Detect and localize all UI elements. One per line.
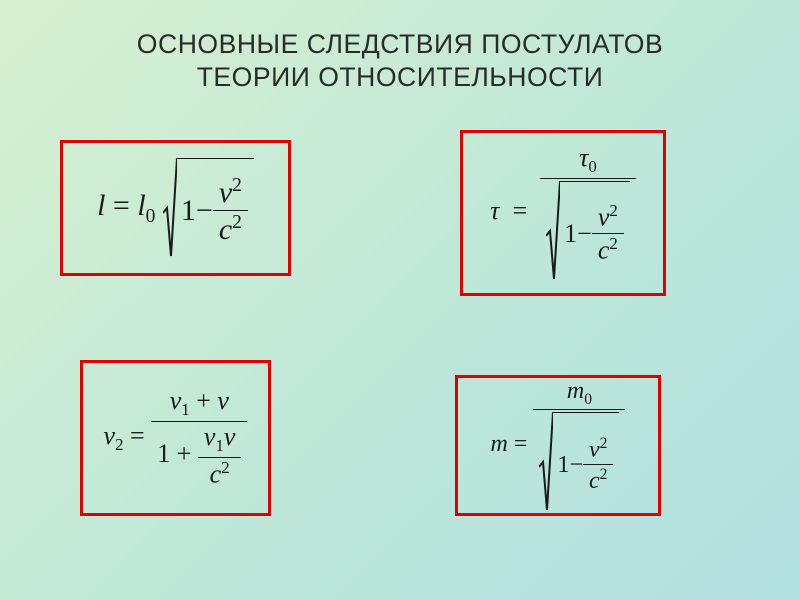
minus: − (196, 196, 213, 226)
radical-icon (539, 412, 553, 512)
denominator-vel: 1 + v1v c2 (151, 422, 247, 488)
radicand-mass: 1 − v2 c2 (553, 412, 619, 512)
frac-v2c2: v2 c2 (583, 436, 613, 493)
frac-v2c2: v2 c2 (213, 176, 248, 245)
one: 1 (181, 196, 196, 226)
var-l: l (97, 189, 105, 222)
radical-icon (546, 181, 560, 281)
formula-mass-content: m = m0 1 − v2 (491, 379, 626, 512)
var-v2-sub: 2 (115, 435, 123, 454)
denominator-sqrt: 1 − v2 c2 (540, 179, 636, 281)
page-title: ОСНОВНЫЕ СЛЕДСТВИЯ ПОСТУЛАТОВ ТЕОРИИ ОТН… (0, 28, 800, 94)
frac-inner-vel: v1v c2 (198, 424, 242, 488)
title-line-2: ТЕОРИИ ОТНОСИТЕЛЬНОСТИ (197, 62, 604, 92)
numerator-m0: m0 (533, 379, 625, 410)
formula-time-dilation: τ = τ0 1 − v2 (460, 130, 666, 296)
var-tau: τ (490, 196, 499, 225)
title-line-1: ОСНОВНЫЕ СЛЕДСТВИЯ ПОСТУЛАТОВ (137, 29, 663, 59)
denominator: c2 (213, 211, 248, 245)
equals: = (113, 189, 137, 222)
radicand-length: 1 − v2 c2 (177, 158, 254, 258)
numerator-tau0: τ0 (540, 145, 636, 179)
sqrt-time: 1 − v2 c2 (546, 181, 630, 281)
formula-velocity-addition: v2 = v1 + v 1 + v1v c2 (80, 360, 271, 516)
frac-time: τ0 1 − v2 c2 (540, 145, 636, 281)
numerator-vel: v1 + v (151, 388, 247, 422)
sqrt-length: 1 − v2 c2 (163, 158, 254, 258)
formula-velocity-content: v2 = v1 + v 1 + v1v c2 (104, 388, 248, 488)
formula-length-content: l = l0 1 − v2 c2 (97, 158, 254, 258)
equals: = (506, 196, 540, 225)
radical-icon (163, 158, 177, 258)
formula-relativistic-mass: m = m0 1 − v2 (455, 375, 661, 516)
radicand-time: 1 − v2 c2 (560, 181, 630, 281)
var-l0-sub: 0 (146, 206, 156, 227)
var-m: m (491, 431, 508, 457)
var-v2-base: v (104, 421, 116, 450)
frac-velocity: v1 + v 1 + v1v c2 (151, 388, 247, 488)
frac-mass: m0 1 − v2 c2 (533, 379, 625, 512)
numerator: v2 (213, 176, 248, 211)
sqrt-mass: 1 − v2 c2 (539, 412, 619, 512)
var-l0-base: l (137, 189, 145, 222)
frac-v2c2: v2 c2 (592, 203, 624, 263)
denominator-sqrt-mass: 1 − v2 c2 (533, 410, 625, 512)
formula-time-content: τ = τ0 1 − v2 (490, 145, 636, 281)
formula-length-contraction: l = l0 1 − v2 c2 (60, 140, 291, 276)
